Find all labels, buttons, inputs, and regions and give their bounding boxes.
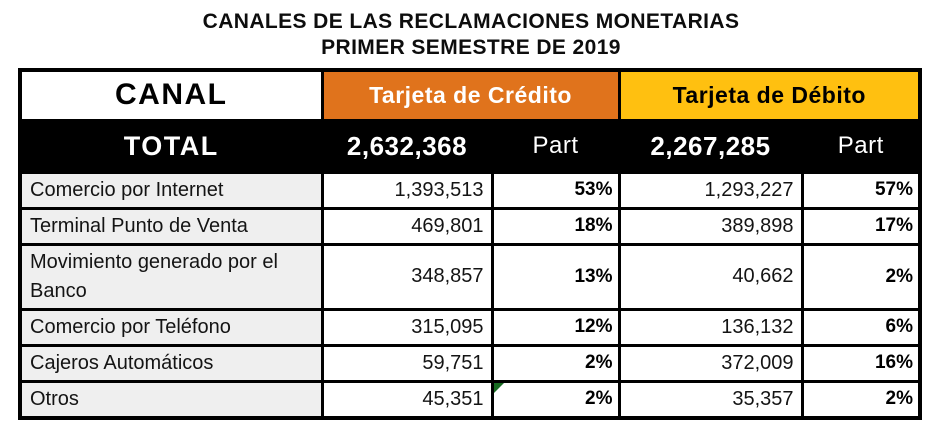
table-row-terminal-punto-venta: Terminal Punto de Venta 469,801 18% 389,…	[18, 206, 922, 246]
credit-part-header: Part	[490, 118, 621, 174]
debit-part-cell: 2%	[800, 379, 922, 419]
credit-value-cell: 469,801	[320, 206, 494, 246]
debit-part-header: Part	[800, 118, 922, 174]
credit-part-cell: 13%	[490, 242, 621, 311]
credit-total-value: 2,632,368	[320, 118, 494, 174]
credit-part-value: 2%	[585, 388, 613, 409]
canal-cell: Otros	[18, 379, 324, 419]
table-row-movimiento-banco: Movimiento generado por el Banco 348,857…	[18, 242, 922, 311]
table-row-otros: Otros 45,351 2% 35,357 2%	[18, 379, 922, 419]
debit-value-cell: 1,293,227	[617, 170, 804, 210]
canal-column-header: CANAL	[18, 68, 324, 122]
title-line-2: PRIMER SEMESTRE DE 2019	[321, 36, 621, 59]
table-row-comercio-internet: Comercio por Internet 1,393,513 53% 1,29…	[18, 170, 922, 210]
debit-value-cell: 372,009	[617, 343, 804, 383]
table-header-row: CANAL Tarjeta de Crédito Tarjeta de Débi…	[18, 68, 922, 122]
canal-cell: Cajeros Automáticos	[18, 343, 324, 383]
page-title: CANALES DE LAS RECLAMACIONES MONETARIAS …	[0, 0, 942, 61]
table-row-cajeros-automaticos: Cajeros Automáticos 59,751 2% 372,009 16…	[18, 343, 922, 383]
credit-part-cell: 2%	[490, 379, 621, 419]
debit-value-cell: 136,132	[617, 307, 804, 347]
credit-value-cell: 59,751	[320, 343, 494, 383]
debit-part-cell: 57%	[800, 170, 922, 210]
credit-value-cell: 45,351	[320, 379, 494, 419]
credit-value-cell: 315,095	[320, 307, 494, 347]
canal-cell: Movimiento generado por el Banco	[18, 242, 324, 311]
credit-part-cell: 2%	[490, 343, 621, 383]
debit-part-cell: 6%	[800, 307, 922, 347]
canal-cell: Comercio por Internet	[18, 170, 324, 210]
debit-value-cell: 35,357	[617, 379, 804, 419]
total-label: TOTAL	[18, 118, 324, 174]
credit-value-cell: 1,393,513	[320, 170, 494, 210]
debit-value-cell: 389,898	[617, 206, 804, 246]
credit-part-cell: 18%	[490, 206, 621, 246]
debit-part-cell: 17%	[800, 206, 922, 246]
credit-part-cell: 12%	[490, 307, 621, 347]
total-row: TOTAL 2,632,368 Part 2,267,285 Part	[18, 118, 922, 174]
debit-total-value: 2,267,285	[617, 118, 804, 174]
debit-part-cell: 2%	[800, 242, 922, 311]
debit-column-header: Tarjeta de Débito	[617, 68, 922, 122]
table-row-comercio-telefono: Comercio por Teléfono 315,095 12% 136,13…	[18, 307, 922, 347]
debit-value-cell: 40,662	[617, 242, 804, 311]
title-line-1: CANALES DE LAS RECLAMACIONES MONETARIAS	[202, 10, 740, 33]
canal-cell: Comercio por Teléfono	[18, 307, 324, 347]
credit-column-header: Tarjeta de Crédito	[320, 68, 621, 122]
cell-error-indicator-icon	[495, 383, 504, 393]
credit-value-cell: 348,857	[320, 242, 494, 311]
credit-part-cell: 53%	[490, 170, 621, 210]
debit-part-cell: 16%	[800, 343, 922, 383]
claims-table: CANAL Tarjeta de Crédito Tarjeta de Débi…	[18, 68, 923, 420]
canal-cell: Terminal Punto de Venta	[18, 206, 324, 246]
